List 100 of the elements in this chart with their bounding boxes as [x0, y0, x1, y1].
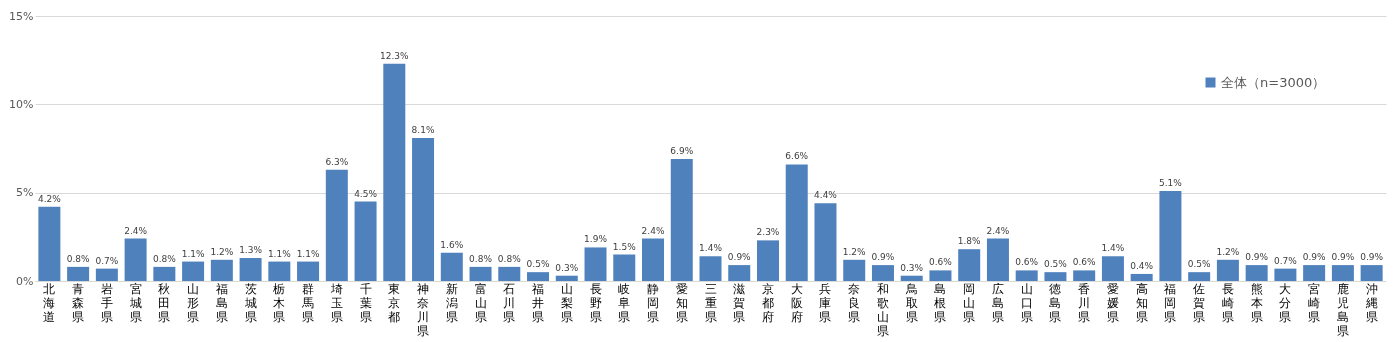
bar — [728, 265, 751, 281]
x-tick-label: 福島県 — [215, 281, 228, 324]
x-tick-label: 愛媛県 — [1106, 281, 1119, 324]
x-tick-label: 滋賀県 — [733, 281, 746, 324]
x-tick-label: 岐阜県 — [618, 281, 631, 324]
bar — [843, 259, 866, 281]
data-label: 0.9% — [1302, 252, 1327, 263]
bar — [182, 261, 205, 281]
x-tick-label: 福井県 — [532, 281, 545, 324]
x-tick-label: 島根県 — [934, 281, 947, 324]
bar — [412, 137, 435, 281]
x-tick-label: 岩手県 — [100, 281, 113, 324]
bar — [124, 238, 147, 281]
x-tick-label: 富山県 — [474, 281, 487, 324]
bar — [1360, 265, 1383, 281]
x-tick-label: 長崎県 — [1221, 281, 1234, 324]
data-label: 4.2% — [37, 193, 62, 204]
x-tick-label: 大阪府 — [790, 281, 803, 324]
x-tick-label: 三重県 — [704, 281, 717, 324]
data-label: 4.4% — [814, 190, 838, 201]
data-label: 1.4% — [1101, 243, 1125, 254]
data-label: 0.6% — [1015, 257, 1039, 268]
data-label: 1.2% — [842, 246, 867, 257]
y-tick-label: 10% — [9, 97, 34, 111]
data-label: 0.9% — [1245, 252, 1269, 263]
bar — [38, 206, 61, 281]
data-label: 1.1% — [296, 248, 320, 259]
bar — [297, 261, 320, 281]
data-label: 2.4% — [986, 225, 1010, 236]
data-label: 0.7% — [95, 255, 119, 266]
data-label: 0.6% — [929, 257, 953, 268]
x-tick-label: 佐賀県 — [1193, 281, 1206, 324]
data-label: 1.4% — [699, 243, 723, 254]
x-tick-label: 香川県 — [1078, 281, 1091, 324]
data-label: 1.2% — [210, 246, 234, 257]
data-label: 5.1% — [1158, 177, 1183, 188]
x-tick-label: 埼玉県 — [329, 281, 343, 324]
x-tick-label: 鳥取県 — [904, 281, 918, 324]
x-tick-label: 奈良県 — [848, 281, 861, 324]
data-label: 0.4% — [1130, 260, 1154, 271]
x-tick-label: 千葉県 — [359, 281, 372, 324]
data-label: 0.9% — [871, 252, 895, 263]
x-tick-label: 山口県 — [1020, 281, 1033, 324]
y-tick-label: 5% — [16, 186, 34, 200]
y-tick-label: 0% — [16, 274, 34, 288]
bar — [239, 258, 262, 281]
bar — [153, 266, 176, 281]
bar — [958, 249, 981, 281]
bar — [1274, 268, 1297, 281]
bar — [67, 266, 90, 281]
x-tick-label: 秋田県 — [158, 281, 171, 324]
x-tick-label: 山形県 — [187, 281, 200, 324]
bar — [785, 164, 808, 281]
data-label: 0.9% — [1331, 252, 1355, 263]
data-label: 0.8% — [152, 253, 177, 264]
data-label: 6.9% — [670, 146, 694, 157]
x-tick-label: 和歌山県 — [876, 281, 889, 338]
x-tick-label: 沖縄県 — [1364, 281, 1378, 324]
bar — [670, 159, 693, 281]
legend-label: 全体（n=3000） — [1221, 74, 1326, 90]
bar — [756, 240, 779, 281]
bar — [1044, 272, 1067, 281]
data-label: 2.4% — [641, 225, 665, 236]
bar — [1216, 259, 1239, 281]
bar — [986, 238, 1009, 281]
bar — [325, 169, 348, 281]
data-label: 0.5% — [526, 259, 550, 270]
bar — [613, 254, 636, 281]
bar — [95, 268, 118, 281]
data-label: 1.1% — [181, 248, 205, 259]
data-label: 2.3% — [756, 227, 780, 238]
x-tick-label: 静岡県 — [647, 281, 660, 324]
data-label: 6.6% — [785, 151, 809, 162]
data-label: 0.8% — [469, 253, 493, 264]
bar — [210, 259, 233, 281]
data-label: 12.3% — [380, 50, 410, 61]
bar — [354, 201, 377, 281]
data-label: 0.5% — [1187, 259, 1212, 270]
data-label: 6.3% — [325, 156, 349, 167]
data-label: 0.9% — [727, 252, 752, 263]
x-tick-label: 岡山県 — [963, 281, 976, 324]
y-tick-label: 15% — [9, 9, 34, 23]
data-label: 1.9% — [584, 234, 608, 245]
bar — [383, 63, 406, 281]
x-tick-label: 北海道 — [43, 281, 56, 324]
bar — [1331, 265, 1354, 281]
bar — [699, 256, 722, 281]
data-label: 0.5% — [1044, 259, 1068, 270]
data-label: 1.3% — [239, 245, 263, 256]
data-label: 0.8% — [66, 253, 90, 264]
data-label: 8.1% — [411, 124, 435, 135]
x-tick-label: 福岡県 — [1164, 281, 1177, 324]
data-label: 0.6% — [1072, 257, 1097, 268]
x-tick-label: 茨城県 — [243, 281, 257, 324]
bar — [642, 238, 665, 281]
x-tick-label: 徳島県 — [1049, 281, 1062, 324]
bar — [555, 275, 578, 281]
bar — [469, 266, 492, 281]
data-label: 0.8% — [497, 253, 522, 264]
bar — [1245, 265, 1268, 281]
